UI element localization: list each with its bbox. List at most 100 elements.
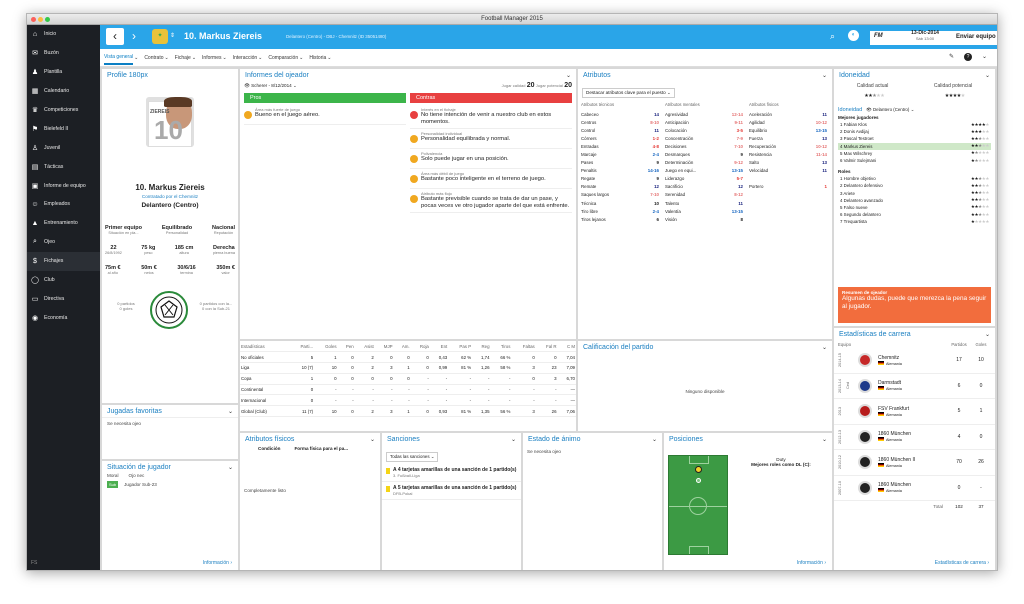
scouting-icon: ⌕ <box>33 238 37 246</box>
sidebar-item-economía[interactable]: ◉ Economía <box>27 308 100 327</box>
sidebar-item-tácticas[interactable]: ▤ Tácticas <box>27 157 100 176</box>
career-stats-link[interactable]: Estadísticas de carrera › <box>934 560 989 566</box>
positions-info-link[interactable]: Información › <box>796 560 826 566</box>
best-player-row[interactable]: 2 Donis Avdijaj ★★★★★ <box>840 128 989 135</box>
chevron-down-icon[interactable]: ⌄ <box>984 72 990 79</box>
chevron-down-icon: ⌄ <box>191 54 197 61</box>
sidebar-item-plantilla[interactable]: ♟ Plantilla <box>27 63 100 82</box>
career-row[interactable]: 2013 FSV Frankfurt Alemania 5 1 <box>834 399 995 425</box>
sidebar-item-directiva[interactable]: ▭ Directiva <box>27 289 100 308</box>
game-date[interactable]: 13-Dic-2014 Sáb 13:00 <box>911 30 939 41</box>
minimize-window-button[interactable] <box>38 17 43 22</box>
career-row[interactable]: 2013-14 Ced Darmstadt Alemania 6 0 <box>834 374 995 399</box>
flag-icon <box>878 462 884 467</box>
career-row[interactable]: 2012-13 1860 München Alemania 4 0 <box>834 425 995 450</box>
role-row[interactable]: 1 Hombre objetivo ★★★★★ <box>840 175 989 182</box>
stats-row: Copa 1 0 0 0 0 0- - - - -0 3 6,70 <box>240 373 576 385</box>
continue-button[interactable]: Enviar equipo <box>956 34 996 40</box>
condition-label: Condición <box>258 446 281 451</box>
sidebar-item-calendario[interactable]: ▦ Calendario <box>27 82 100 101</box>
career-row[interactable]: 2010-12 1860 München II Alemania 70 26 <box>834 450 995 476</box>
chevron-down-icon[interactable]: ⌄ <box>510 436 516 443</box>
career-total-apps: 102 <box>955 503 963 509</box>
sidebar-item-ojeo[interactable]: ⌕ Ojeo <box>27 233 100 252</box>
best-player-row[interactable]: 4 Markus Ziereis ★★★★★ <box>838 142 991 150</box>
chevron-down-icon[interactable]: ⌄ <box>651 436 657 443</box>
zoom-window-button[interactable] <box>45 17 50 22</box>
best-player-row[interactable]: 6 Valmir Sulejmani ★★★★★ <box>840 157 989 164</box>
attribute-highlight-dropdown[interactable]: Destacar atributos clave para el puesto … <box>582 88 675 98</box>
chevron-down-icon[interactable]: ⌄ <box>821 72 827 79</box>
tab-3[interactable]: Informes <box>202 54 222 61</box>
attribute-row: Equilibrio 13-15 <box>749 127 827 133</box>
stats-panel: Estadísticas Parti... Goles Pen Asist MJP Am. R… <box>240 341 576 431</box>
more-icon[interactable]: ⌄ <box>981 54 987 60</box>
best-player-row[interactable]: 3 Pascal Testroet ★★★★★ <box>840 135 989 142</box>
chevron-down-icon[interactable]: ⌄ <box>821 436 827 443</box>
tab-5[interactable]: Comparación <box>268 54 299 61</box>
club-crest-icon <box>858 455 872 470</box>
back-button[interactable]: ‹ <box>106 28 124 45</box>
profile-fact: 50m € netos <box>141 265 157 275</box>
edit-icon[interactable]: ✎ <box>948 54 954 60</box>
sidebar-item-label: Bielefeld II <box>44 125 69 132</box>
tab-0[interactable]: Vista general <box>104 50 134 65</box>
chevron-down-icon[interactable]: ⌄ <box>821 344 827 351</box>
close-window-button[interactable] <box>31 17 36 22</box>
chevron-down-icon[interactable]: ⌄ <box>565 72 571 79</box>
role-row[interactable]: 7 Trequartista ★★★★★ <box>840 218 989 225</box>
sidebar-item-bielefeld-ii[interactable]: ⚑ Bielefeld II <box>27 119 100 138</box>
profile-fact: 75 kg peso <box>141 245 156 255</box>
sanction-item: A 5 tarjetas amarillas de una sanción de… <box>382 482 521 500</box>
forward-button[interactable]: › <box>132 29 136 43</box>
role-row[interactable]: 6 Segundo delantero ★★★★★ <box>840 211 989 218</box>
sidebar-item-empleados[interactable]: ☺ Empleados <box>27 195 100 214</box>
title-bar: Football Manager 2015 <box>27 14 997 25</box>
tab-2[interactable]: Fichaje <box>174 54 191 61</box>
best-player-row[interactable]: 1 Fabian Klos ★★★★★ <box>840 121 989 128</box>
switch-player-icon[interactable]: ⇕ <box>170 33 176 39</box>
tab-1[interactable]: Contrato <box>144 54 164 61</box>
sidebar-item-entrenamiento[interactable]: ▲ Entrenamiento <box>27 214 100 233</box>
chevron-down-icon: ⌄ <box>258 54 263 61</box>
contract-info[interactable]: Contratado por el Chemnitz <box>141 194 199 199</box>
sidebar-item-informe-de-equipo[interactable]: ▣ Informe de equipo <box>27 176 100 195</box>
career-stats-panel: Estadísticas de carrera ⌄ Equipo Partidos G… <box>834 328 995 570</box>
tab-4[interactable]: Interacción <box>232 54 258 61</box>
social-icon[interactable]: ◐ <box>848 30 859 41</box>
sidebar-item-juvenil[interactable]: ♙ Juvenil <box>27 138 100 157</box>
role-row[interactable]: 2 Delantero defensivo ★★★★★ <box>840 182 989 189</box>
flag-icon <box>878 360 884 365</box>
club-crest-icon[interactable]: ✦ <box>152 29 168 44</box>
positions-panel: Posiciones ⌄ Duty Mejores roles como DL (C… <box>664 433 832 570</box>
chevron-down-icon[interactable]: ⌄ <box>369 436 375 443</box>
role-row[interactable]: 3 Ariete ★★★★★ <box>840 190 989 196</box>
sidebar-item-fichajes[interactable]: $ Fichajes <box>27 251 100 271</box>
squad-icon: ♟ <box>31 69 39 77</box>
best-player-row[interactable]: 5 Max Wilschrey ★★★★★ <box>840 150 989 156</box>
info-link[interactable]: Información › <box>202 560 232 566</box>
sidebar-item-label: Ojeo <box>44 239 55 246</box>
career-row[interactable]: 2007-10 1860 München Alemania 0- <box>834 476 995 501</box>
help-icon[interactable]: ? <box>963 53 972 61</box>
search-icon[interactable]: ⌕ <box>830 31 836 41</box>
chevron-down-icon[interactable]: ⌄ <box>984 331 990 338</box>
position-selector[interactable]: 👁 Delantero (Centro) ⌄ <box>866 107 915 112</box>
sidebar-item-inicio[interactable]: ⌂ Inicio <box>27 25 100 44</box>
career-row[interactable]: 2014-15 Chemnitz Alemania 17 10 <box>834 348 995 374</box>
profile-fact: 350m € valor <box>216 265 235 275</box>
attributes-title: Atributos <box>583 71 611 79</box>
sidebar-item-buzón[interactable]: ✉ Buzón <box>27 44 100 63</box>
fm-logo[interactable]: FM <box>874 33 883 39</box>
club-icon: ◯ <box>31 277 39 285</box>
attribute-row: Centros 8-10 <box>581 119 659 125</box>
chevron-down-icon[interactable]: ⌄ <box>227 408 233 415</box>
role-row[interactable]: 4 Delantero avanzado ★★★★★ <box>840 197 989 203</box>
sanctions-filter[interactable]: Todas las sanciones ⌄ <box>386 452 439 462</box>
role-row[interactable]: 5 Falso nueve ★★★★★ <box>840 204 989 210</box>
tab-6[interactable]: Historia <box>309 54 327 61</box>
sidebar-item-club[interactable]: ◯ Club <box>27 271 100 290</box>
scout-selector[interactable]: 👁 Scherer - 8/12/2014 ⌄ <box>244 82 297 88</box>
chevron-down-icon[interactable]: ⌄ <box>227 464 233 471</box>
sidebar-item-competiciones[interactable]: ♛ Competiciones <box>27 101 100 120</box>
